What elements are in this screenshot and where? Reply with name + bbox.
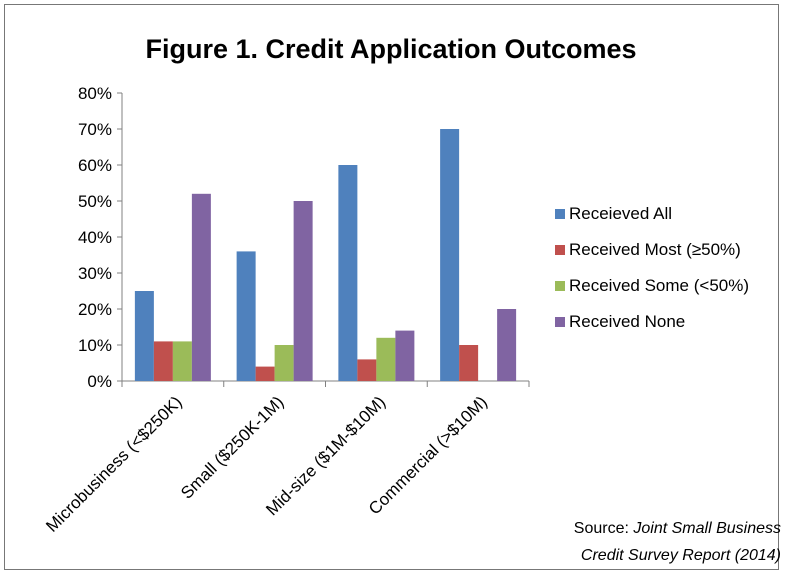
bar bbox=[255, 366, 275, 381]
y-tick-label: 20% bbox=[78, 300, 112, 319]
source-line-2: Credit Survey Report (2014) bbox=[581, 547, 781, 564]
bar bbox=[338, 165, 358, 381]
y-tick-label: 0% bbox=[87, 372, 112, 391]
legend-swatch bbox=[555, 317, 565, 327]
y-tick-label: 30% bbox=[78, 264, 112, 283]
bar bbox=[357, 359, 377, 381]
bar bbox=[172, 341, 192, 381]
bar bbox=[134, 291, 154, 381]
legend-label: Received Most (≥50%) bbox=[569, 240, 741, 259]
legend: Receieved All Received Most (≥50%) Receive… bbox=[555, 204, 749, 331]
legend-label: Received Some (<50%) bbox=[569, 276, 749, 295]
category-labels: Microbusiness (<$250K)Small ($250K-1M)Mi… bbox=[42, 392, 491, 535]
chart-frame bbox=[4, 4, 779, 570]
bar bbox=[459, 345, 479, 381]
category-label: Microbusiness (<$250K) bbox=[42, 392, 185, 535]
legend-label: Receieved All bbox=[569, 204, 672, 223]
axes: 0% 10% 20% 30% 40% 50% 60% 70% 80% bbox=[78, 84, 530, 391]
y-tick-label: 70% bbox=[78, 120, 112, 139]
bar bbox=[191, 193, 211, 381]
legend-swatch bbox=[555, 245, 565, 255]
bar bbox=[497, 309, 517, 381]
y-tick-label: 80% bbox=[78, 84, 112, 103]
bar bbox=[274, 345, 294, 381]
bar bbox=[236, 251, 256, 381]
bars bbox=[134, 129, 517, 381]
source-title-1: Joint Small Business bbox=[632, 520, 781, 537]
legend-label: Received None bbox=[569, 312, 685, 331]
category-label: Small ($250K-1M) bbox=[177, 392, 287, 502]
bar bbox=[395, 330, 415, 381]
bar bbox=[376, 337, 396, 381]
chart-title: Figure 1. Credit Application Outcomes bbox=[145, 34, 636, 64]
y-tick-label: 10% bbox=[78, 336, 112, 355]
bar bbox=[440, 129, 460, 381]
bar bbox=[153, 341, 173, 381]
category-label: Commercial (>$10M) bbox=[365, 392, 491, 518]
y-tick-label: 40% bbox=[78, 228, 112, 247]
source-prefix: Source: bbox=[574, 520, 634, 537]
y-tick-label: 50% bbox=[78, 192, 112, 211]
bar bbox=[293, 201, 313, 381]
y-tick-label: 60% bbox=[78, 156, 112, 175]
source-line-1: Source: Joint Small Business bbox=[574, 520, 781, 537]
legend-swatch bbox=[555, 281, 565, 291]
legend-swatch bbox=[555, 209, 565, 219]
